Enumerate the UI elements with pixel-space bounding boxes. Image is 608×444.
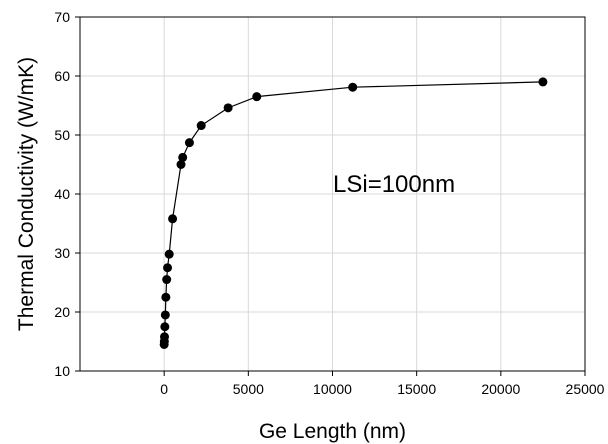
data-point [178,152,188,162]
data-point [196,121,206,131]
y-tick-label: 50 [54,127,70,143]
x-tick-label: 10000 [313,381,352,397]
data-point [160,332,170,342]
y-tick-label: 60 [54,68,70,84]
annotation-label: LSi=100nm [333,171,455,198]
data-point [162,275,172,285]
data-point [161,292,171,302]
y-tick-label: 20 [54,304,70,320]
x-tick-label: 20000 [481,381,520,397]
series-layer [159,77,548,349]
data-point [164,249,174,259]
x-tick-label: 0 [160,381,168,397]
y-axis-title: Thermal Conductivity (W/mK) [15,57,38,331]
x-tick-label: 15000 [397,381,436,397]
data-point [538,77,548,87]
data-point [348,82,358,92]
x-tick-label: 5000 [233,381,264,397]
data-point [184,138,194,148]
data-point [176,160,186,169]
series-line [163,81,543,345]
tick-layer: 10 20 30 40 50 60 70 0 5000 10000 15000 20000 25000 [54,9,604,397]
y-tick-label: 40 [54,186,70,202]
x-tick-label: 25000 [566,381,605,397]
y-tick-label: 10 [54,363,70,379]
data-point [160,310,170,320]
data-point [163,263,173,273]
data-point [168,214,178,224]
data-point [223,103,233,113]
grid-layer [80,17,585,371]
data-point [160,322,170,332]
y-tick-label: 30 [54,245,70,261]
data-point [252,92,262,102]
y-tick-label: 70 [54,9,70,25]
x-axis-title: Ge Length (nm) [259,420,406,443]
